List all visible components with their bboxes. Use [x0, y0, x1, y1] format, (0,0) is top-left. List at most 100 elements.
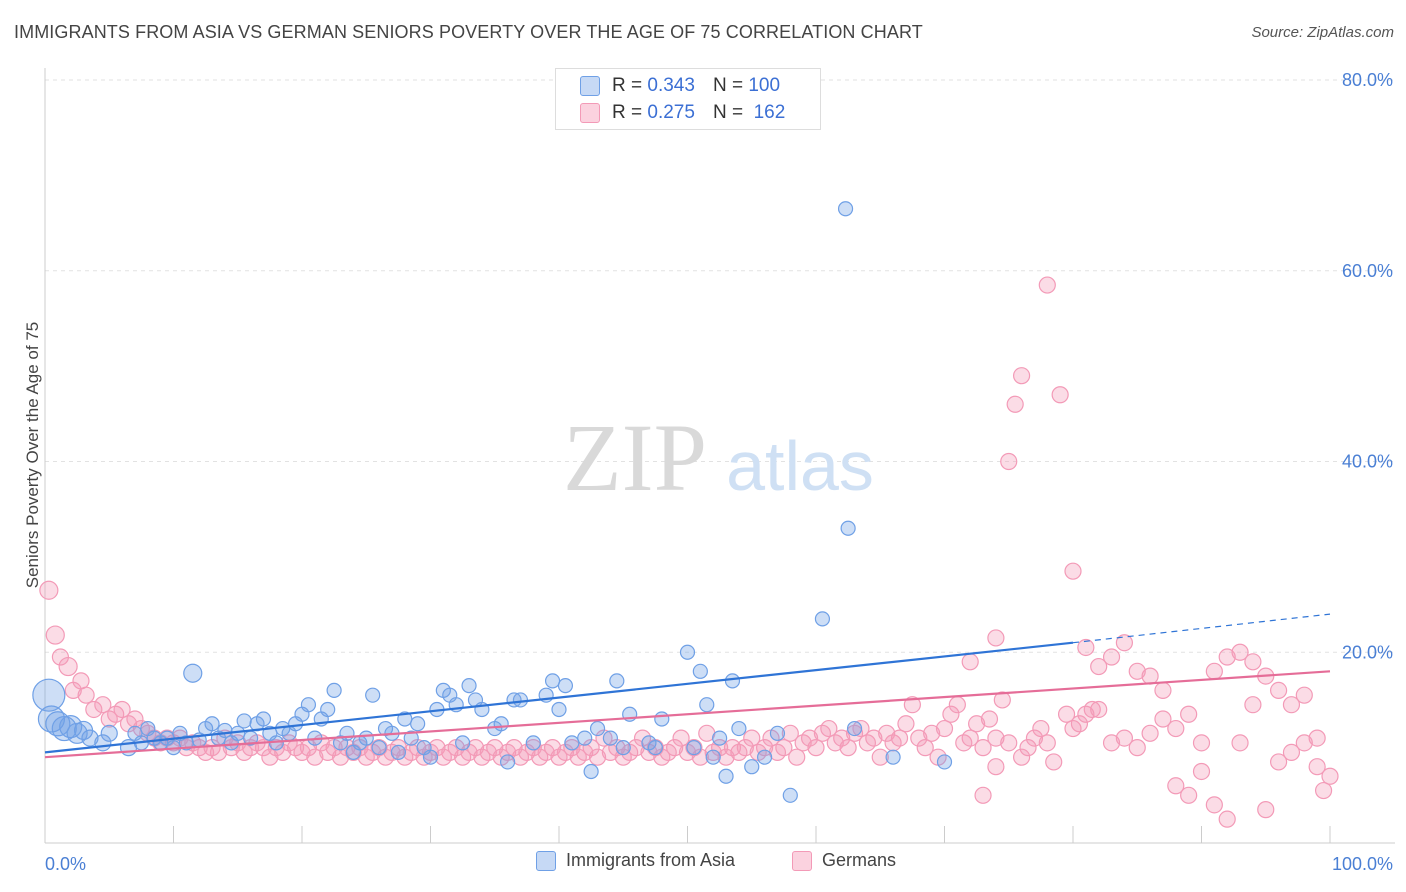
- data-point: [717, 748, 735, 766]
- data-point: [916, 739, 934, 757]
- data-point: [647, 740, 663, 756]
- data-point: [1019, 739, 1037, 757]
- data-point: [686, 740, 702, 756]
- data-point: [1038, 276, 1056, 294]
- data-point: [505, 739, 523, 757]
- data-point: [524, 739, 542, 757]
- data-point: [1115, 729, 1134, 747]
- watermark-atlas: atlas: [726, 427, 874, 505]
- data-point: [987, 729, 1005, 747]
- series-legend: Immigrants from Asia Germans: [0, 850, 1406, 880]
- data-point: [1282, 743, 1301, 761]
- data-point: [493, 716, 509, 732]
- legend-label-asia: Immigrants from Asia: [566, 850, 736, 870]
- data-point: [800, 729, 819, 747]
- data-point: [1218, 648, 1236, 666]
- data-point: [1038, 734, 1056, 752]
- data-point: [370, 739, 388, 757]
- data-point: [781, 724, 799, 742]
- legend-item-asia: Immigrants from Asia: [536, 850, 735, 871]
- data-point: [840, 520, 856, 536]
- data-point: [371, 740, 387, 756]
- data-point: [422, 749, 439, 765]
- data-point: [512, 692, 529, 708]
- data-point: [551, 701, 567, 718]
- data-point: [1070, 715, 1089, 733]
- data-point: [461, 678, 477, 694]
- stats-legend: R = 0.343 N = 100 R = 0.275 N = 162: [555, 68, 821, 130]
- source-label: Source: ZipAtlas.com: [1251, 24, 1394, 41]
- data-point: [1154, 681, 1172, 700]
- data-point: [1057, 705, 1076, 723]
- y-tick-label: 40.0%: [1342, 452, 1393, 472]
- legend-row-germans: R = 0.275 N = 162: [580, 100, 785, 126]
- data-point: [1269, 681, 1288, 700]
- data-point: [113, 700, 131, 719]
- data-point: [987, 629, 1005, 647]
- data-point: [961, 653, 979, 671]
- data-point: [1192, 734, 1211, 752]
- data-point: [1205, 662, 1223, 680]
- data-point: [961, 729, 979, 747]
- data-point: [685, 739, 703, 757]
- data-point: [543, 739, 562, 757]
- data-point: [81, 729, 99, 747]
- watermark-zip: ZIP: [563, 404, 707, 511]
- data-point: [1000, 734, 1018, 752]
- legend-swatch-germans-bottom: [792, 850, 812, 871]
- data-point: [987, 758, 1005, 776]
- data-point: [1012, 748, 1031, 766]
- data-point: [1244, 653, 1262, 671]
- data-point: [1025, 729, 1044, 747]
- data-point: [183, 663, 203, 683]
- data-point: [705, 749, 721, 765]
- data-point: [666, 739, 684, 757]
- data-point: [871, 748, 889, 766]
- data-point: [261, 748, 279, 766]
- data-point: [94, 696, 112, 714]
- data-point: [583, 763, 599, 780]
- data-point: [217, 722, 233, 739]
- data-point: [948, 696, 966, 714]
- data-point: [1295, 734, 1313, 752]
- data-point: [1090, 700, 1108, 719]
- data-point: [833, 729, 851, 747]
- data-point: [724, 673, 741, 689]
- data-point: [37, 705, 66, 733]
- data-point: [1115, 634, 1134, 652]
- data-point: [59, 715, 83, 739]
- data-point: [209, 743, 228, 761]
- data-point: [58, 656, 78, 677]
- legend-r-value-germans: 0.275: [647, 102, 695, 123]
- data-point: [878, 724, 896, 742]
- legend-n-value-germans: 162: [753, 102, 786, 123]
- data-point: [731, 720, 747, 737]
- data-point: [365, 687, 381, 703]
- y-tick-label: 60.0%: [1342, 261, 1393, 281]
- data-point: [563, 739, 581, 757]
- data-point: [500, 754, 516, 770]
- data-point: [936, 754, 953, 770]
- data-point: [839, 739, 857, 757]
- trend-line-asia: [44, 641, 1074, 754]
- legend-swatch-germans: [580, 103, 600, 123]
- tick-labels: 20.0% 40.0% 60.0% 80.0% 0.0% 100.0%: [45, 70, 1393, 874]
- data-point: [743, 729, 761, 747]
- data-point: [1257, 801, 1275, 819]
- data-point: [525, 735, 541, 751]
- data-point: [455, 735, 471, 751]
- y-tick-label: 20.0%: [1342, 642, 1393, 662]
- data-point: [942, 705, 960, 723]
- data-point: [699, 697, 715, 713]
- data-point: [403, 730, 419, 746]
- data-point: [865, 729, 883, 747]
- data-point: [390, 744, 406, 760]
- y-tick-label: 80.0%: [1342, 70, 1393, 90]
- legend-n-label-germans: N =: [712, 102, 744, 123]
- data-point: [807, 739, 825, 757]
- data-point: [897, 715, 915, 733]
- data-point: [45, 625, 65, 645]
- data-point: [32, 678, 66, 712]
- data-point: [782, 787, 798, 803]
- data-point: [1218, 810, 1236, 828]
